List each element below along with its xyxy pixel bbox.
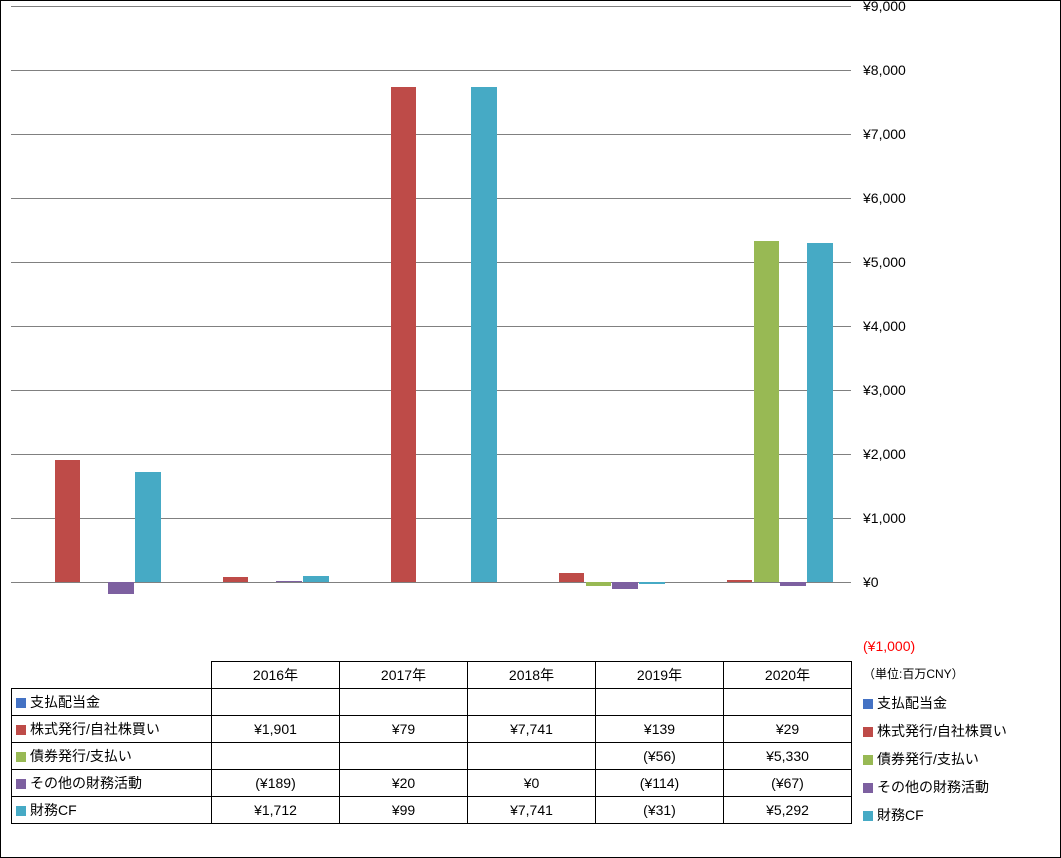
legend-marker <box>863 755 873 765</box>
side-legend-item: 株式発行/自社株買い <box>863 717 1007 745</box>
unit-label: （単位:百万CNY） <box>863 665 964 682</box>
legend-marker <box>16 752 26 762</box>
y-tick-label: ¥2,000 <box>863 446 906 462</box>
y-tick-label: ¥3,000 <box>863 382 906 398</box>
series-name-label: 株式発行/自社株買い <box>30 721 160 737</box>
data-cell <box>340 743 468 770</box>
side-legend-label: 債券発行/支払い <box>877 751 979 767</box>
data-cell: ¥29 <box>724 716 852 743</box>
table-year-header: 2019年 <box>596 662 724 689</box>
y-tick-label: ¥1,000 <box>863 510 906 526</box>
bar-fin_cf <box>639 582 665 584</box>
series-name-label: 支払配当金 <box>30 694 100 710</box>
series-name-cell: 株式発行/自社株買い <box>12 716 212 743</box>
side-legend-item: その他の財務活動 <box>863 773 1007 801</box>
data-cell: ¥1,901 <box>212 716 340 743</box>
side-legend: 支払配当金株式発行/自社株買い債券発行/支払いその他の財務活動財務CF <box>863 689 1007 829</box>
bar-other <box>108 582 134 594</box>
y-tick-label: ¥6,000 <box>863 190 906 206</box>
bar-other <box>612 582 638 589</box>
legend-marker <box>16 725 26 735</box>
data-cell: (¥31) <box>596 797 724 824</box>
data-cell: (¥67) <box>724 770 852 797</box>
side-legend-item: 債券発行/支払い <box>863 745 1007 773</box>
data-cell: ¥7,741 <box>468 716 596 743</box>
legend-marker <box>16 806 26 816</box>
data-cell <box>212 743 340 770</box>
table-year-header: 2020年 <box>724 662 852 689</box>
bar-debt <box>754 241 780 582</box>
table-row: 債券発行/支払い (¥56)¥5,330 <box>12 743 852 770</box>
bars-layer <box>11 6 851 646</box>
data-cell: ¥20 <box>340 770 468 797</box>
side-legend-label: その他の財務活動 <box>877 779 989 795</box>
legend-marker <box>16 779 26 789</box>
legend-marker <box>863 699 873 709</box>
table-year-header: 2018年 <box>468 662 596 689</box>
data-cell <box>468 689 596 716</box>
bar-equity <box>223 577 249 582</box>
bar-equity <box>391 87 417 582</box>
side-legend-item: 財務CF <box>863 801 1007 829</box>
data-cell <box>340 689 468 716</box>
y-tick-label: ¥4,000 <box>863 318 906 334</box>
bar-fin_cf <box>471 87 497 582</box>
legend-marker <box>16 698 26 708</box>
data-cell: ¥139 <box>596 716 724 743</box>
side-legend-label: 支払配当金 <box>877 695 947 711</box>
data-cell: ¥5,330 <box>724 743 852 770</box>
y-tick-label: ¥9,000 <box>863 0 906 14</box>
data-table: 2016年2017年2018年2019年2020年支払配当金株式発行/自社株買い… <box>11 661 852 824</box>
data-cell: ¥5,292 <box>724 797 852 824</box>
data-cell <box>596 689 724 716</box>
table-header-row: 2016年2017年2018年2019年2020年 <box>12 662 852 689</box>
series-name-cell: 支払配当金 <box>12 689 212 716</box>
side-legend-label: 財務CF <box>877 807 924 823</box>
chart-container: （単位:百万CNY） 2016年2017年2018年2019年2020年支払配当… <box>0 0 1061 858</box>
table-row: 支払配当金 <box>12 689 852 716</box>
table-year-header: 2017年 <box>340 662 468 689</box>
data-cell <box>724 689 852 716</box>
data-cell: (¥189) <box>212 770 340 797</box>
data-cell: ¥0 <box>468 770 596 797</box>
bar-fin_cf <box>135 472 161 582</box>
bar-equity <box>55 460 81 582</box>
data-cell: ¥79 <box>340 716 468 743</box>
table-row: その他の財務活動 (¥189)¥20¥0(¥114)(¥67) <box>12 770 852 797</box>
series-name-cell: 債券発行/支払い <box>12 743 212 770</box>
table-row: 財務CF ¥1,712¥99¥7,741(¥31)¥5,292 <box>12 797 852 824</box>
bar-fin_cf <box>807 243 833 582</box>
series-name-cell: その他の財務活動 <box>12 770 212 797</box>
data-cell: ¥1,712 <box>212 797 340 824</box>
y-tick-label: ¥5,000 <box>863 254 906 270</box>
bar-other <box>780 582 806 586</box>
y-tick-label: ¥0 <box>863 574 879 590</box>
series-name-cell: 財務CF <box>12 797 212 824</box>
data-cell <box>212 689 340 716</box>
series-name-label: その他の財務活動 <box>30 775 142 791</box>
legend-marker <box>863 811 873 821</box>
data-cell <box>468 743 596 770</box>
data-cell: ¥7,741 <box>468 797 596 824</box>
data-cell: (¥114) <box>596 770 724 797</box>
table-year-header: 2016年 <box>212 662 340 689</box>
y-tick-label: ¥8,000 <box>863 62 906 78</box>
y-tick-label-negative: (¥1,000) <box>863 638 915 654</box>
data-cell: (¥56) <box>596 743 724 770</box>
table-corner-cell <box>12 662 212 689</box>
series-name-label: 財務CF <box>30 802 77 818</box>
bar-debt <box>586 582 612 586</box>
bar-other <box>276 581 302 582</box>
legend-marker <box>863 783 873 793</box>
y-tick-label: ¥7,000 <box>863 126 906 142</box>
bar-equity <box>727 580 753 582</box>
legend-marker <box>863 727 873 737</box>
table-row: 株式発行/自社株買い ¥1,901¥79¥7,741¥139¥29 <box>12 716 852 743</box>
data-cell: ¥99 <box>340 797 468 824</box>
bar-equity <box>559 573 585 582</box>
bar-fin_cf <box>303 576 329 582</box>
side-legend-label: 株式発行/自社株買い <box>877 723 1007 739</box>
series-name-label: 債券発行/支払い <box>30 748 132 764</box>
side-legend-item: 支払配当金 <box>863 689 1007 717</box>
